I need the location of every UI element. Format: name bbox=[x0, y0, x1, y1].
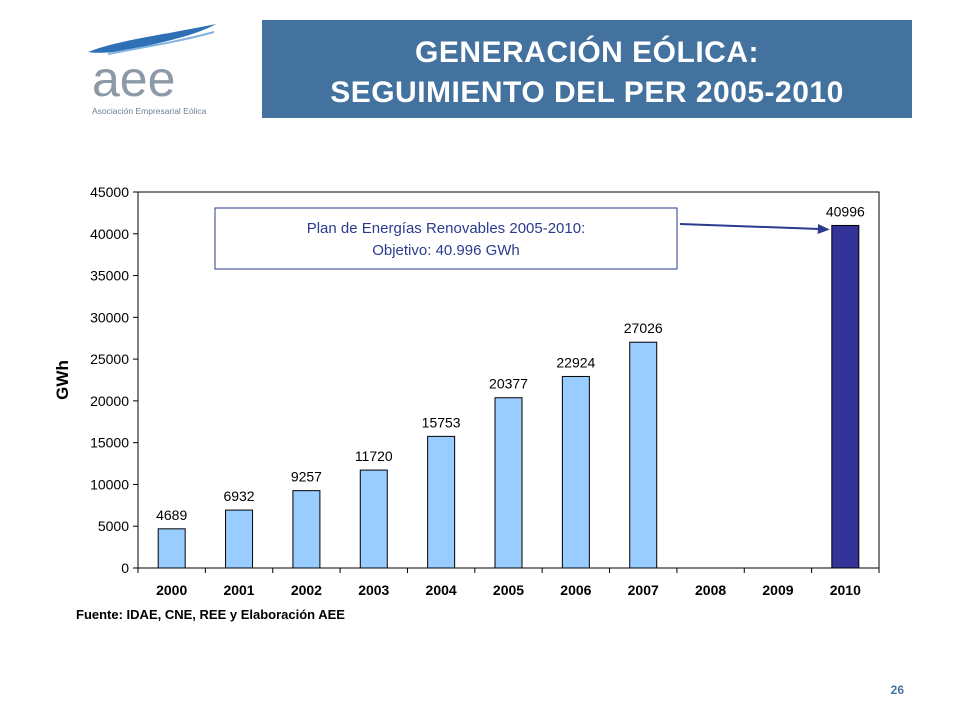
x-tick-label: 2003 bbox=[358, 582, 389, 598]
bar-2000 bbox=[157, 528, 186, 569]
y-tick-label: 20000 bbox=[90, 393, 129, 409]
x-tick-label: 2008 bbox=[695, 582, 726, 598]
data-label-2007: 27026 bbox=[624, 320, 663, 336]
annotation-arrow bbox=[679, 223, 820, 230]
y-tick-label: 45000 bbox=[90, 184, 129, 200]
y-tick-label: 10000 bbox=[90, 476, 129, 492]
annotation-line1: Plan de Energías Renovables 2005-2010: bbox=[307, 220, 586, 237]
x-tick-label: 2001 bbox=[223, 582, 254, 598]
y-axis-label: GWh bbox=[53, 360, 72, 400]
x-tick-label: 2007 bbox=[628, 582, 659, 598]
bar-2004 bbox=[427, 435, 456, 569]
annotation-line2: Objetivo: 40.996 GWh bbox=[372, 242, 520, 259]
y-tick-label: 0 bbox=[121, 560, 129, 576]
bar-2001 bbox=[225, 509, 254, 569]
x-tick-label: 2006 bbox=[560, 582, 591, 598]
bar-2002 bbox=[292, 490, 321, 569]
title-line1: GENERACIÓN EÓLICA: bbox=[414, 36, 759, 69]
header-band: GENERACIÓN EÓLICA: SEGUIMIENTO DEL PER 2… bbox=[262, 20, 912, 118]
bar-2005 bbox=[494, 397, 523, 569]
x-tick-label: 2009 bbox=[762, 582, 793, 598]
data-label-2002: 9257 bbox=[291, 469, 322, 485]
y-tick-label: 5000 bbox=[98, 518, 129, 534]
annotation-arrowhead bbox=[817, 224, 830, 235]
logo-text: aee bbox=[92, 51, 175, 107]
data-label-2005: 20377 bbox=[489, 376, 528, 392]
logo-swoosh-icon bbox=[88, 24, 216, 53]
chart-data-labels: 4689 6932 9257 11720 15753 20377 22924 27026 409… bbox=[156, 203, 865, 522]
x-tick-label: 2005 bbox=[493, 582, 524, 598]
bar-2010 bbox=[831, 224, 860, 569]
x-tick-label: 2010 bbox=[830, 582, 861, 598]
page-number: 26 bbox=[890, 683, 904, 697]
title-line2: SEGUIMIENTO DEL PER 2005-2010 bbox=[330, 76, 844, 109]
aee-logo: aee Asociación Empresarial Eólica bbox=[88, 24, 216, 116]
data-label-2003: 11720 bbox=[355, 448, 393, 464]
annotation-box bbox=[214, 207, 678, 270]
data-label-2010: 40996 bbox=[826, 203, 865, 219]
data-label-2000: 4689 bbox=[156, 507, 187, 523]
bar-2003 bbox=[359, 469, 388, 569]
data-label-2001: 6932 bbox=[223, 488, 254, 504]
data-label-2006: 22924 bbox=[556, 354, 595, 370]
bar-2006 bbox=[561, 375, 590, 569]
logo-subtitle: Asociación Empresarial Eólica bbox=[92, 106, 207, 116]
y-tick-label: 25000 bbox=[90, 351, 129, 367]
y-tick-label: 40000 bbox=[90, 226, 129, 242]
y-tick-label: 15000 bbox=[90, 435, 129, 451]
chart-bars bbox=[157, 224, 860, 569]
y-tick-label: 35000 bbox=[90, 268, 129, 284]
chart-ticks: 0 5000 10000 15000 20000 25000 30000 35000 40000… bbox=[90, 184, 880, 598]
y-tick-label: 30000 bbox=[90, 309, 129, 325]
data-label-2004: 15753 bbox=[422, 414, 461, 430]
bar-2007 bbox=[629, 341, 658, 569]
x-tick-label: 2002 bbox=[291, 582, 322, 598]
source-note: Fuente: IDAE, CNE, REE y Elaboración AEE bbox=[76, 607, 345, 622]
x-tick-label: 2004 bbox=[426, 582, 457, 598]
x-tick-label: 2000 bbox=[156, 582, 187, 598]
